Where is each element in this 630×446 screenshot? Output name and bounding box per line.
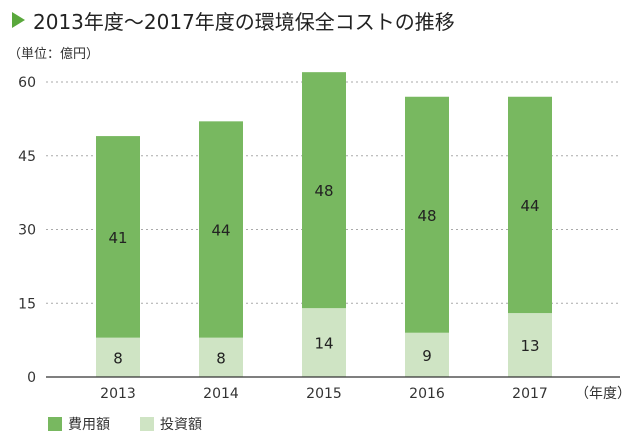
bar-segment-investment <box>508 313 552 377</box>
bar-label-cost: 48 <box>314 182 333 200</box>
bars-layer: 8 41 8 44 14 48 9 48 13 44 <box>96 72 552 377</box>
bar-segment-investment <box>96 337 140 377</box>
bar-segment-investment <box>302 308 346 377</box>
y-tick-label: 60 <box>18 75 36 91</box>
bar-segment-investment <box>199 337 243 377</box>
legend: 費用額 投資額 <box>48 414 232 434</box>
bar-segment-investment <box>405 332 449 377</box>
bar-segment-cost <box>199 121 243 338</box>
bar-label-cost: 41 <box>108 229 127 247</box>
bar-label-investment: 9 <box>422 347 432 365</box>
bar-segment-cost <box>508 96 552 314</box>
bar-segment-cost <box>302 72 346 309</box>
legend-label-investment: 投資額 <box>160 417 202 433</box>
x-axis-unit-label: （年度） <box>575 386 630 402</box>
chart-title-row: 2013年度〜2017年度の環境保全コストの推移 <box>12 6 455 34</box>
y-tick-label: 45 <box>18 149 36 165</box>
bar-label-cost: 48 <box>417 207 436 225</box>
legend-swatch-investment <box>140 417 154 431</box>
x-tick-label: 2015 <box>306 386 342 402</box>
bar-label-cost: 44 <box>520 197 539 215</box>
bar-label-cost: 44 <box>211 222 230 240</box>
x-tick-label: 2016 <box>409 386 445 402</box>
y-tick-label: 15 <box>18 296 36 312</box>
legend-swatch-cost <box>48 417 62 431</box>
legend-item-investment: 投資額 <box>140 414 202 434</box>
legend-item-cost: 費用額 <box>48 414 110 434</box>
stacked-bar-chart: （単位：億円） 8 41 8 44 14 48 9 48 13 44 0 15 30 45 60 2013 2… <box>8 46 630 402</box>
y-tick-label: 0 <box>27 370 36 386</box>
bar-segment-cost <box>405 96 449 333</box>
bar-label-investment: 14 <box>314 335 333 353</box>
x-tick-label: 2013 <box>100 386 136 402</box>
y-tick-label: 30 <box>18 223 36 239</box>
bar-label-investment: 8 <box>216 349 226 367</box>
unit-label: （単位：億円） <box>8 46 99 62</box>
chart-title: 2013年度〜2017年度の環境保全コストの推移 <box>33 9 455 34</box>
title-triangle-icon <box>12 12 25 28</box>
bar-label-investment: 8 <box>113 349 123 367</box>
bar-label-investment: 13 <box>520 337 539 355</box>
x-tick-label: 2014 <box>203 386 239 402</box>
bar-segment-cost <box>96 136 140 338</box>
x-tick-label: 2017 <box>512 386 548 402</box>
legend-label-cost: 費用額 <box>68 417 110 433</box>
axis-layer: 0 15 30 45 60 2013 2014 2015 2016 2017 <box>18 75 620 402</box>
